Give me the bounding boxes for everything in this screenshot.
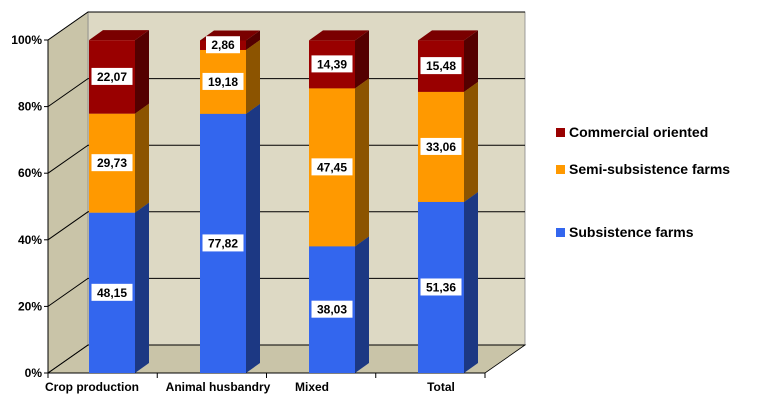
data-label-box bbox=[91, 283, 133, 301]
data-label-box bbox=[420, 278, 462, 296]
y-tick-label: 100% bbox=[11, 33, 42, 47]
data-label: 2,86 bbox=[206, 36, 240, 54]
bar-side bbox=[464, 81, 478, 202]
gridline bbox=[47, 344, 525, 374]
legend-entry: Semi-subsistence farms bbox=[556, 161, 730, 177]
bar-top bbox=[418, 30, 478, 41]
data-label: 22,07 bbox=[91, 67, 133, 85]
data-label-text: 38,03 bbox=[317, 303, 347, 317]
data-label-text: 19,18 bbox=[208, 75, 238, 89]
data-label: 29,73 bbox=[91, 154, 133, 172]
bar-side bbox=[135, 30, 149, 114]
legend-label: Subsistence farms bbox=[569, 224, 694, 240]
data-label-box bbox=[202, 72, 244, 90]
bar-side bbox=[464, 30, 478, 92]
axes: 0% 20% 40% 60% 80% 100% Crop production Animal … bbox=[11, 33, 486, 394]
bar-side bbox=[246, 39, 260, 114]
bar-top bbox=[89, 30, 149, 41]
data-label-text: 48,15 bbox=[97, 286, 127, 300]
gridline bbox=[47, 277, 525, 307]
data-label-text: 29,73 bbox=[97, 156, 127, 170]
bar-side bbox=[355, 236, 369, 373]
bar-side bbox=[355, 78, 369, 247]
bar-side bbox=[464, 191, 478, 373]
legend: Commercial oriented Semi-subsistence farm… bbox=[556, 124, 730, 240]
legend-entry: Commercial oriented bbox=[556, 124, 708, 140]
data-label: 38,03 bbox=[311, 300, 353, 318]
legend-swatch bbox=[556, 165, 565, 174]
grid-lines bbox=[47, 11, 525, 374]
data-label-text: 33,06 bbox=[426, 140, 456, 154]
data-label-box bbox=[206, 36, 240, 54]
data-label: 19,18 bbox=[202, 72, 244, 90]
data-label-box bbox=[91, 154, 133, 172]
data-label: 47,45 bbox=[311, 158, 353, 176]
gridline bbox=[47, 11, 525, 41]
data-label: 15,48 bbox=[420, 57, 462, 75]
data-label-text: 22,07 bbox=[97, 70, 127, 84]
legend-label: Commercial oriented bbox=[569, 124, 708, 140]
bar-side bbox=[135, 103, 149, 213]
y-tick-label: 20% bbox=[18, 299, 42, 313]
data-label-box bbox=[311, 158, 353, 176]
data-label: 48,15 bbox=[91, 283, 133, 301]
x-category-label: Crop production bbox=[45, 380, 139, 394]
bar-side bbox=[246, 30, 260, 50]
data-label-box bbox=[420, 57, 462, 75]
bar-side bbox=[355, 30, 369, 89]
data-label-text: 77,82 bbox=[208, 236, 238, 250]
data-label-box bbox=[202, 234, 244, 252]
y-tick-label: 40% bbox=[18, 233, 42, 247]
data-label-box bbox=[311, 55, 353, 73]
data-label-box bbox=[91, 67, 133, 85]
x-category-label: Animal husbandry bbox=[166, 380, 271, 394]
x-category-label: Mixed bbox=[295, 380, 329, 394]
legend-label: Semi-subsistence farms bbox=[569, 161, 730, 177]
data-label: 77,82 bbox=[202, 234, 244, 252]
y-tick-label: 80% bbox=[18, 100, 42, 114]
y-tick-label: 0% bbox=[25, 366, 43, 380]
data-label-text: 51,36 bbox=[426, 280, 456, 294]
data-label-text: 47,45 bbox=[317, 160, 347, 174]
data-label: 33,06 bbox=[420, 137, 462, 155]
bar-top bbox=[309, 30, 369, 41]
gridline bbox=[47, 144, 525, 174]
gridline bbox=[47, 211, 525, 241]
data-label-box bbox=[311, 300, 353, 318]
legend-swatch bbox=[556, 128, 565, 137]
side-wall bbox=[47, 11, 89, 374]
data-labels: 48,15 29,73 22,07 77,82 19,18 2,86 38,03 47,45 1… bbox=[91, 36, 462, 318]
data-label-text: 15,48 bbox=[426, 59, 456, 73]
data-label: 14,39 bbox=[311, 55, 353, 73]
legend-swatch bbox=[556, 228, 565, 237]
bar-side bbox=[135, 202, 149, 373]
data-label-text: 2,86 bbox=[211, 38, 235, 52]
data-label: 51,36 bbox=[420, 278, 462, 296]
bar-side bbox=[246, 103, 260, 373]
data-label-box bbox=[420, 137, 462, 155]
legend-entry: Subsistence farms bbox=[556, 224, 694, 240]
gridline bbox=[47, 78, 525, 108]
data-label-text: 14,39 bbox=[317, 57, 347, 71]
y-tick-label: 60% bbox=[18, 166, 42, 180]
x-category-label: Total bbox=[427, 380, 455, 394]
